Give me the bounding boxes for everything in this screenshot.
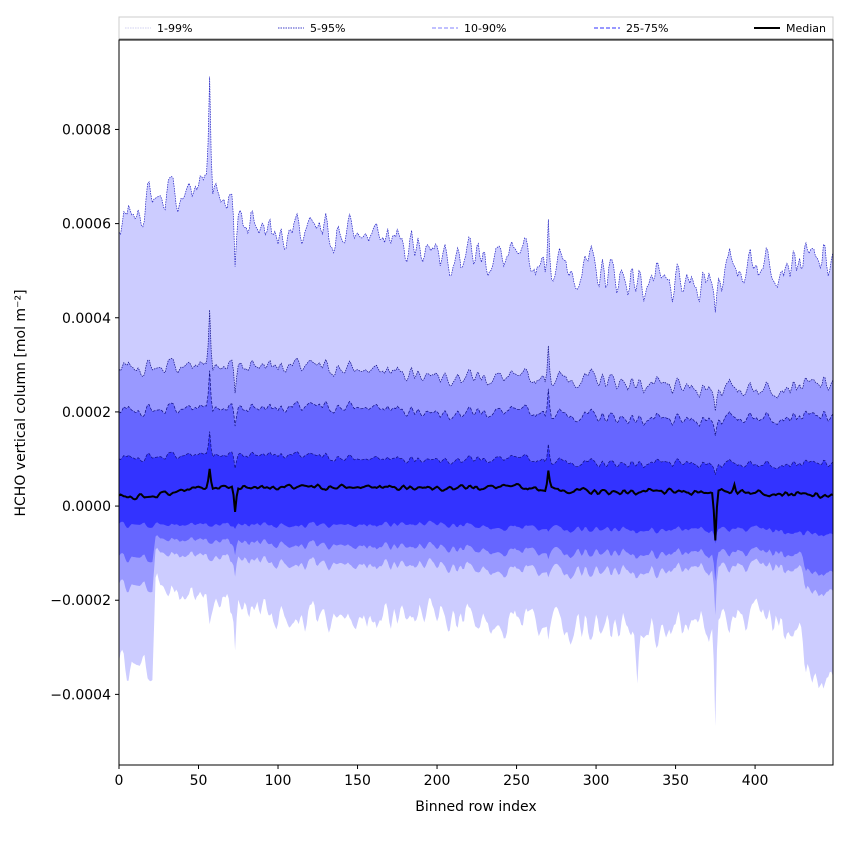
x-tick-label: 300	[583, 773, 610, 789]
y-tick-label: 0.0004	[62, 311, 111, 327]
x-axis-label: Binned row index	[415, 799, 536, 815]
legend-label: 25-75%	[626, 22, 668, 35]
y-tick-label: −0.0004	[50, 687, 111, 703]
y-tick-label: 0.0006	[62, 217, 111, 233]
y-tick-label: 0.0008	[62, 122, 111, 138]
x-tick-label: 200	[424, 773, 451, 789]
legend-label: 10-90%	[464, 22, 506, 35]
y-tick-label: 0.0002	[62, 405, 111, 421]
legend-label: 5-95%	[310, 22, 345, 35]
band-upper-edge-1-99pct	[118, 76, 834, 313]
x-tick-label: 350	[662, 773, 689, 789]
band-upper-edge-10-90pct	[118, 370, 834, 436]
percentile-bands	[118, 76, 834, 727]
plot-frame	[118, 39, 834, 766]
x-tick-label: 150	[344, 773, 371, 789]
y-axis: −0.0004 −0.0002 0.0000 0.0002 0.0004 0.0006 0.…	[50, 122, 119, 703]
median-line	[118, 468, 834, 541]
y-axis-label: HCHO vertical column [mol m⁻²]	[13, 289, 29, 516]
median-series	[118, 468, 834, 541]
band-upper-edge-5-95pct	[118, 309, 834, 411]
x-tick-label: 50	[190, 773, 208, 789]
x-tick-label: 100	[265, 773, 292, 789]
x-tick-label: 250	[503, 773, 530, 789]
x-tick-label: 0	[115, 773, 124, 789]
legend-label: Median	[786, 22, 826, 35]
y-tick-label: 0.0000	[62, 499, 111, 515]
y-tick-label: −0.0002	[50, 593, 111, 609]
x-axis: 0 50 100 150 200 250 300 350 400	[115, 765, 769, 789]
x-tick-label: 400	[742, 773, 769, 789]
legend: 1-99% 5-95% 10-90% 25-75% Median	[118, 16, 834, 40]
legend-label: 1-99%	[157, 22, 192, 35]
